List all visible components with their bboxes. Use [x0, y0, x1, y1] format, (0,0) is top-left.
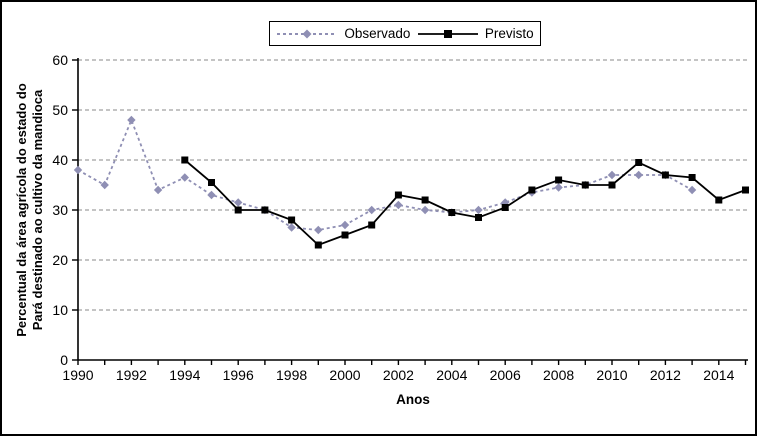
marker-diamond-observado	[153, 185, 163, 195]
marker-square-previsto	[234, 206, 242, 214]
series-line-previsto	[184, 159, 746, 247]
marker-square-previsto	[314, 241, 322, 249]
series-line-observado	[77, 117, 693, 231]
x-tick-label: 1996	[223, 367, 254, 383]
y-tick-label: 40	[52, 152, 68, 168]
y-axis-title: Percentual da área agrícola do estado do…	[14, 83, 45, 337]
observado-dashed-line-swatch	[277, 29, 338, 38]
marker-diamond-observado	[127, 115, 136, 125]
square-marker-icon	[443, 29, 452, 38]
previsto-solid-line-swatch	[417, 29, 478, 38]
legend: Observado Previsto	[269, 21, 541, 46]
marker-square-previsto	[288, 216, 296, 224]
x-tick-label: 1998	[276, 367, 307, 383]
marker-square-previsto	[421, 196, 429, 204]
marker-diamond-observado	[474, 205, 483, 215]
marker-diamond-observado	[234, 198, 243, 207]
x-tick-label: 2014	[703, 367, 734, 383]
x-tick-label: 2004	[436, 367, 467, 383]
marker-diamond-observado	[367, 205, 376, 215]
y-tick-label: 0	[60, 352, 68, 368]
x-tick-label: 2006	[490, 367, 521, 383]
x-tick-label: 1994	[169, 367, 200, 383]
marker-square-previsto	[742, 186, 749, 194]
marker-square-previsto	[448, 209, 456, 216]
marker-square-previsto	[394, 191, 402, 199]
marker-square-previsto	[555, 176, 563, 184]
marker-diamond-observado	[287, 223, 296, 232]
marker-diamond-observado	[100, 180, 109, 190]
x-axis-title: Anos	[396, 392, 430, 407]
marker-square-previsto	[341, 231, 349, 239]
marker-square-previsto	[688, 174, 696, 181]
marker-square-previsto	[528, 186, 536, 194]
marker-diamond-observado	[180, 173, 189, 182]
legend-label-observado: Observado	[344, 26, 411, 41]
marker-diamond-observado	[394, 200, 403, 210]
marker-diamond-observado	[687, 185, 697, 195]
marker-diamond-observado	[634, 170, 643, 180]
y-tick-label: 20	[52, 252, 68, 268]
x-tick-label: 2002	[383, 367, 414, 383]
marker-square-previsto	[608, 181, 616, 189]
marker-square-previsto	[475, 214, 482, 221]
y-tick-label: 50	[52, 102, 68, 118]
marker-square-previsto	[581, 181, 589, 189]
marker-square-previsto	[661, 171, 669, 179]
marker-diamond-observado	[340, 220, 350, 230]
marker-square-previsto	[715, 196, 723, 204]
marker-diamond-observado	[314, 225, 323, 235]
marker-diamond-observado	[420, 205, 430, 215]
marker-square-previsto	[368, 221, 376, 229]
marker-diamond-observado	[207, 190, 216, 200]
x-tick-label: 2012	[650, 367, 681, 383]
marker-square-previsto	[635, 159, 643, 166]
marker-diamond-observado	[554, 183, 563, 192]
x-tick-label: 1990	[62, 367, 93, 383]
marker-diamond-observado	[607, 170, 617, 180]
legend-item-observado: Observado	[276, 26, 410, 41]
marker-square-previsto	[208, 179, 215, 186]
x-tick-label: 2008	[543, 367, 574, 383]
legend-label-previsto: Previsto	[484, 26, 534, 41]
y-tick-label: 60	[52, 52, 68, 68]
x-tick-label: 2010	[596, 367, 627, 383]
legend-item-previsto: Previsto	[417, 26, 534, 41]
marker-square-previsto	[181, 156, 189, 164]
diamond-marker-icon	[302, 29, 312, 38]
marker-diamond-observado	[73, 165, 83, 175]
y-tick-label: 30	[52, 202, 68, 218]
x-tick-label: 1992	[116, 367, 147, 383]
x-tick-label: 2000	[329, 367, 360, 383]
marker-square-previsto	[261, 206, 269, 214]
y-tick-label: 10	[52, 302, 68, 318]
marker-square-previsto	[501, 204, 509, 211]
